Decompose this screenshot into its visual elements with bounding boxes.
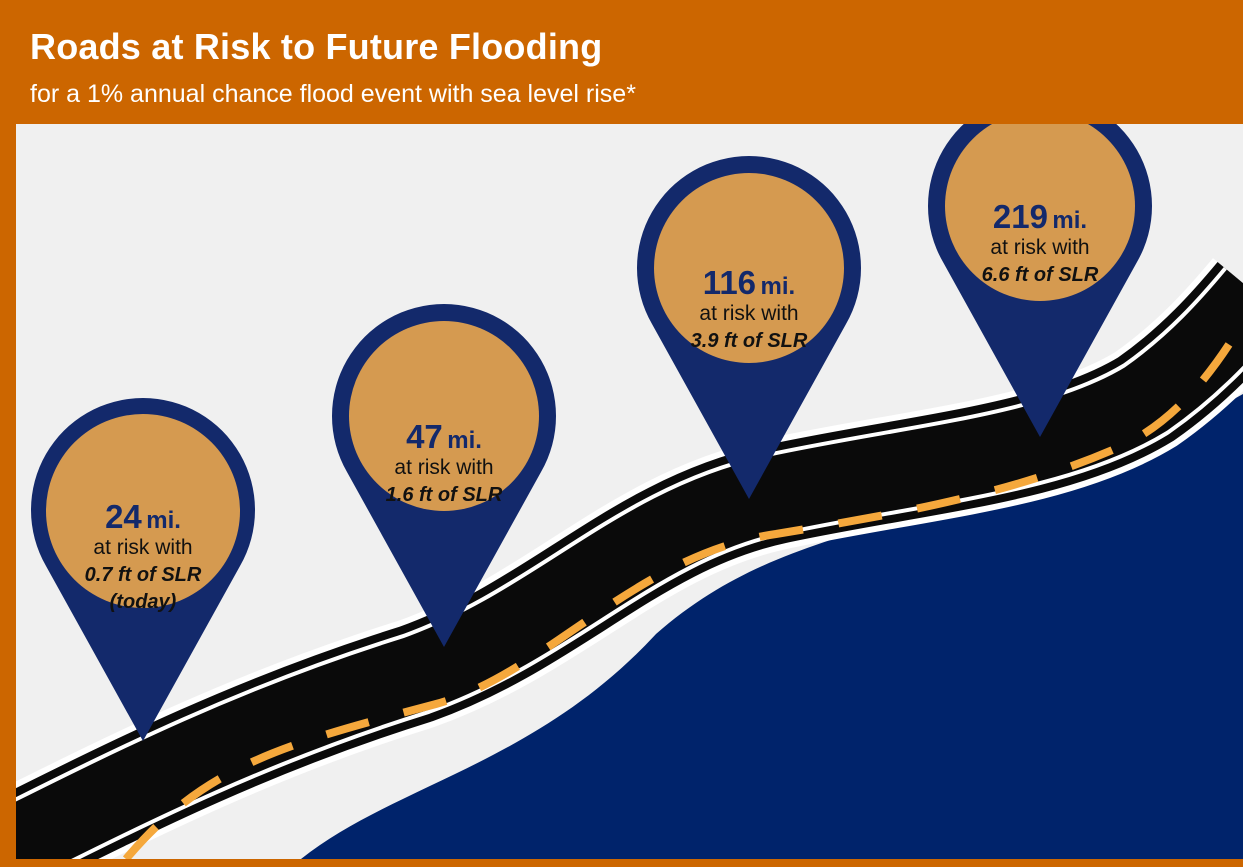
marker-miles: 219 mi. — [992, 198, 1088, 235]
pin-marker-3 — [637, 156, 861, 499]
marker-text-3: 116 mi. at risk with 3.9 ft of SLR — [649, 264, 849, 353]
marker-note: (today) — [109, 591, 177, 613]
road-illustration — [16, 124, 1243, 859]
marker-miles: 24 mi. — [105, 498, 181, 535]
water-area — [301, 394, 1243, 859]
marker-label: at risk with — [93, 536, 193, 559]
marker-label: at risk with — [394, 456, 494, 479]
page-title: Roads at Risk to Future Flooding — [30, 26, 603, 67]
marker-label: at risk with — [990, 236, 1090, 259]
marker-text-4: 219 mi. at risk with 6.6 ft of SLR — [940, 198, 1140, 287]
marker-slr: 0.7 ft of SLR — [84, 564, 202, 586]
pin-marker-2 — [332, 304, 556, 647]
marker-text-2: 47 mi. at risk with 1.6 ft of SLR — [344, 418, 544, 507]
marker-miles: 47 mi. — [406, 418, 482, 455]
pin-marker-4 — [928, 124, 1152, 437]
illustration-panel: 24 mi. at risk with 0.7 ft of SLR (today… — [16, 124, 1243, 859]
header-banner: Roads at Risk to Future Flooding for a 1… — [0, 0, 1243, 124]
marker-label: at risk with — [699, 302, 799, 325]
marker-text-1: 24 mi. at risk with 0.7 ft of SLR (today… — [43, 498, 243, 614]
road-center-dashes — [122, 313, 1243, 859]
marker-slr: 3.9 ft of SLR — [690, 330, 808, 352]
marker-slr: 1.6 ft of SLR — [385, 484, 503, 506]
road-surface — [16, 269, 1243, 859]
pin-marker-1 — [31, 398, 256, 741]
marker-miles: 116 mi. — [702, 264, 796, 301]
marker-slr: 6.6 ft of SLR — [981, 264, 1099, 286]
page-subtitle: for a 1% annual chance flood event with … — [30, 80, 636, 108]
